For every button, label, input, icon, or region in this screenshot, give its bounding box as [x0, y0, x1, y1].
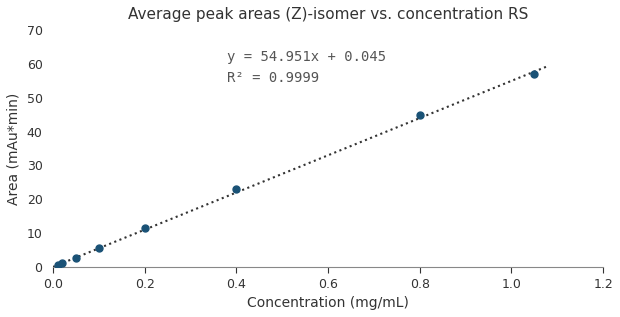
Point	[94, 246, 104, 251]
Point	[415, 112, 425, 117]
Point	[57, 261, 67, 266]
Text: y = 54.951x + 0.045: y = 54.951x + 0.045	[227, 50, 386, 64]
Point	[529, 72, 539, 77]
Text: R² = 0.9999: R² = 0.9999	[227, 71, 319, 85]
Title: Average peak areas (Z)-isomer vs. concentration RS: Average peak areas (Z)-isomer vs. concen…	[128, 7, 528, 22]
Point	[231, 187, 241, 192]
X-axis label: Concentration (mg/mL): Concentration (mg/mL)	[247, 296, 409, 310]
Y-axis label: Area (mAu*min): Area (mAu*min)	[7, 93, 21, 205]
Point	[71, 255, 81, 260]
Point	[53, 262, 63, 268]
Point	[140, 226, 149, 231]
